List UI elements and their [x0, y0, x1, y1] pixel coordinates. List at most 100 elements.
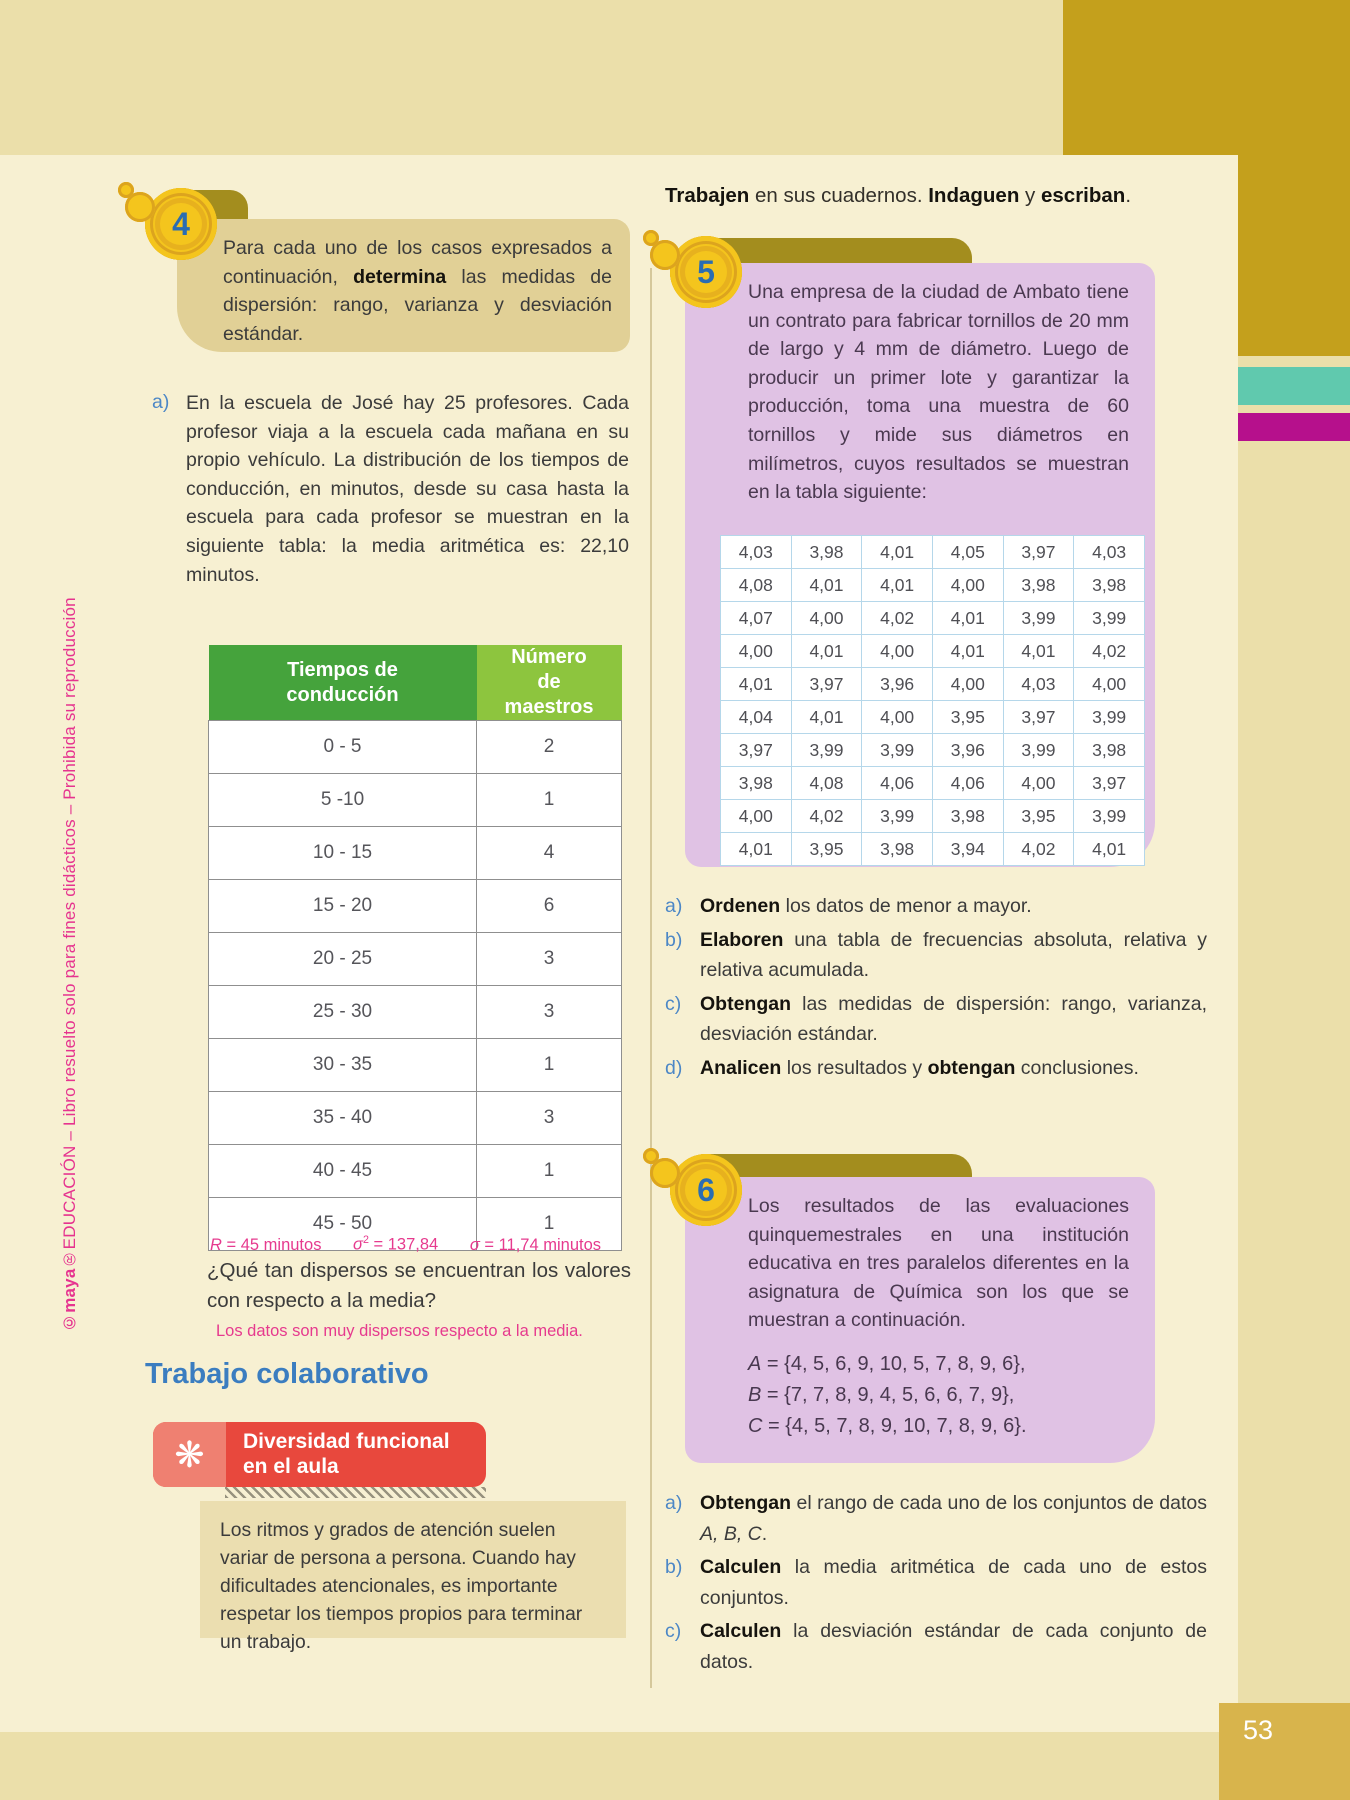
table-cell: 3	[476, 932, 622, 986]
table-cell: 3,97	[720, 733, 792, 767]
item-text: Calculen la desviación estándar de cada …	[700, 1616, 1207, 1677]
exercise6-prompt: Los resultados de las evaluaciones quinq…	[748, 1195, 1129, 1332]
table-cell: 10 - 15	[208, 826, 477, 880]
dispersion-answers: R = 45 minutos σ2 = 137,84 σ = 11,74 min…	[210, 1234, 628, 1255]
table-cell: 3,98	[1073, 568, 1145, 602]
text-segment: Obtengan	[700, 1492, 791, 1514]
table-cell: 15 - 20	[208, 879, 477, 933]
text-segment: los datos de menor a mayor.	[780, 895, 1032, 917]
table-cell: 4,00	[1073, 667, 1145, 701]
table-cell: 4,04	[720, 700, 792, 734]
exercise4-badge: 4	[118, 182, 217, 260]
set-b-values: = {7, 7, 8, 9, 4, 5, 6, 6, 7, 9},	[761, 1383, 1015, 1406]
set-b-name: B	[748, 1383, 762, 1406]
table-cell: 4,02	[1002, 832, 1075, 866]
freq-header-maestros: Número de maestros	[476, 645, 622, 721]
banner-hatch-shadow	[225, 1487, 486, 1498]
table-cell: 3,99	[1002, 601, 1075, 635]
table-cell: 3,98	[931, 799, 1004, 833]
exercise5-item-a: a) Ordenen los datos de menor a mayor.	[665, 891, 1207, 922]
exercise4-number: 4	[172, 205, 190, 242]
table-cell: 3,96	[861, 667, 933, 701]
table-row: 10 - 15 4	[208, 826, 622, 880]
table-cell: 3,97	[790, 667, 863, 701]
table-cell: 1	[476, 773, 622, 827]
freq-header-tiempos: Tiempos de conducción	[208, 645, 477, 721]
text-segment: ©maya	[60, 1268, 79, 1332]
table-cell: 3,95	[1002, 799, 1075, 833]
exercise4-item-a-text: En la escuela de José hay 25 profesores.…	[186, 392, 629, 586]
table-row: 15 - 20 6	[208, 879, 622, 933]
table-cell: 3,94	[931, 832, 1004, 866]
text-segment: Indaguen	[928, 184, 1020, 207]
text-segment: σ	[353, 1235, 363, 1254]
exercise6-number: 6	[697, 1171, 715, 1208]
frequency-table: Tiempos de conducción Número de maestros…	[208, 645, 622, 1251]
table-row: 3,98 4,08 4,06 4,06 4,00 3,97	[720, 766, 1145, 800]
table-cell: 1	[476, 1038, 622, 1092]
set-c: C = {4, 5, 7, 8, 9, 10, 7, 8, 9, 6}.	[748, 1411, 1155, 1442]
text-segment: los resultados y	[781, 1056, 928, 1079]
table-row: 4,08 4,01 4,01 4,00 3,98 3,98	[720, 568, 1145, 602]
table-cell: 5 -10	[208, 773, 477, 827]
diversity-banner: ❋ Diversidad funcional en el aula	[153, 1422, 486, 1487]
text-segment: Obtengan	[700, 992, 791, 1015]
table-cell: 4,03	[720, 535, 792, 569]
item-text: Analicen los resultados y obtengan concl…	[700, 1053, 1207, 1084]
data-sets: A = {4, 5, 6, 9, 10, 5, 7, 8, 9, 6}, B =…	[748, 1349, 1155, 1442]
table-cell: 4,00	[1002, 766, 1075, 800]
exercise4-question-answer: Los datos son muy dispersos respecto a l…	[216, 1322, 583, 1340]
text-segment: obtengan	[927, 1056, 1016, 1079]
text-segment: = 137,84	[368, 1235, 439, 1254]
table-header-row: Tiempos de conducción Número de maestros	[208, 645, 622, 721]
table-cell: 4,05	[931, 535, 1004, 569]
table-cell: 4,02	[1073, 634, 1145, 668]
flower-icon: ❋	[174, 1433, 205, 1475]
table-cell: 4,01	[861, 535, 933, 569]
collaborative-heading: Trabajo colaborativo	[145, 1358, 429, 1390]
badge-deco-circle-icon	[643, 230, 659, 246]
table-cell: 3,99	[1073, 799, 1145, 833]
text-segment: R	[210, 1235, 222, 1254]
table-row: 30 - 35 1	[208, 1038, 622, 1092]
text-segment: .	[1125, 184, 1132, 207]
table-cell: 4,01	[931, 601, 1004, 635]
table-cell: 3	[476, 1091, 622, 1145]
set-c-name: C	[748, 1414, 763, 1437]
rosette-badge-icon: 6	[670, 1154, 742, 1226]
item-letter: b)	[665, 1556, 683, 1578]
table-cell: 4,00	[931, 667, 1004, 701]
text-segment: el rango de cada uno de los conjuntos de…	[791, 1492, 1207, 1514]
item-letter: a)	[665, 1492, 683, 1514]
exercise6-item-c: c) Calculen la desviación estándar de ca…	[665, 1616, 1207, 1677]
table-cell: 4,02	[861, 601, 933, 635]
range-answer: R = 45 minutos	[210, 1236, 321, 1255]
table-cell: 6	[476, 879, 622, 933]
diversity-banner-icon-pane: ❋	[153, 1422, 226, 1487]
diversity-title-line1: Diversidad funcional	[243, 1430, 450, 1453]
table-cell: 30 - 35	[208, 1038, 477, 1092]
table-row: 25 - 30 3	[208, 985, 622, 1039]
rosette-badge-icon: 4	[145, 188, 217, 260]
table-row: 4,00 4,02 3,99 3,98 3,95 3,99	[720, 799, 1145, 833]
table-row: 45 - 50 1	[208, 1197, 622, 1251]
item-text: Calculen la media aritmética de cada uno…	[700, 1552, 1207, 1613]
table-row: 35 - 40 3	[208, 1091, 622, 1145]
text-segment: Calculen	[700, 1556, 782, 1578]
table-row: 20 - 25 3	[208, 932, 622, 986]
exercise5-item-c: c) Obtengan las medidas de dispersión: r…	[665, 989, 1207, 1050]
table-cell: 3,97	[1002, 700, 1075, 734]
table-cell: 3,99	[1073, 700, 1145, 734]
table-cell: 3,95	[931, 700, 1004, 734]
table-cell: 1	[476, 1197, 622, 1251]
column-instructions: Trabajen en sus cuadernos. Indaguen y es…	[665, 184, 1131, 208]
text-segment: la media aritmética de cada uno de estos…	[700, 1556, 1207, 1609]
table-cell: 4,01	[790, 700, 863, 734]
exercise4-item-a-letter: a)	[152, 391, 170, 413]
exercise6-tab	[700, 1154, 972, 1180]
exercise6-items: a) Obtengan el rango de cada uno de los …	[665, 1488, 1207, 1680]
table-cell: 45 - 50	[208, 1197, 477, 1251]
variance-answer: σ2 = 137,84	[353, 1234, 438, 1255]
text-segment: σ	[469, 1235, 480, 1254]
